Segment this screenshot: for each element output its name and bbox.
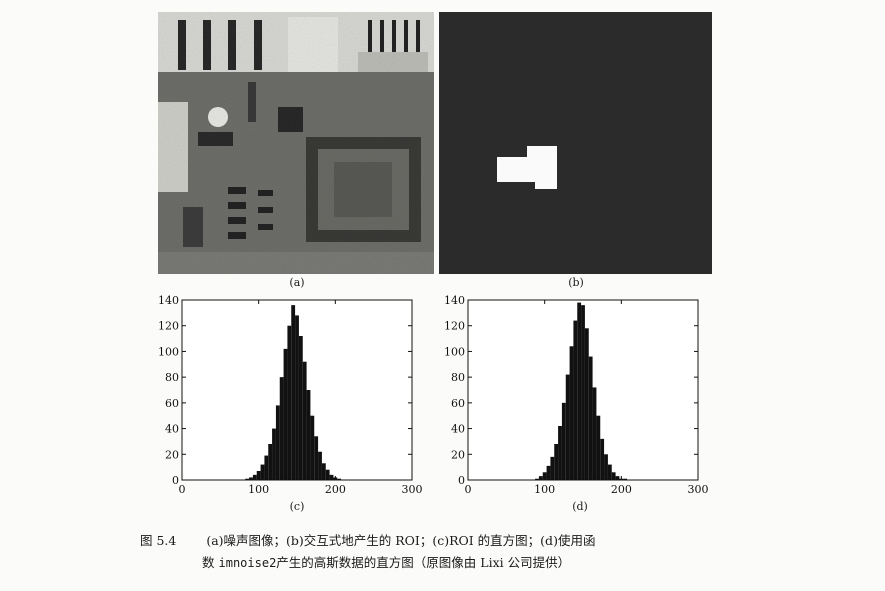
histogram-bar [272,428,276,480]
histogram-bar [565,374,570,480]
histogram-bar [604,454,608,480]
histogram-bar [268,444,273,480]
x-tick-label: 200 [611,483,632,496]
histogram-bar [535,478,539,480]
roi-mask-image [439,12,712,274]
histogram-bar [318,451,322,480]
y-tick-label: 140 [444,294,465,307]
histogram-bar [611,472,616,480]
x-tick-label: 100 [534,483,555,496]
y-tick-label: 80 [451,371,465,384]
y-tick-label: 0 [172,474,179,487]
histogram-bar [249,477,253,480]
histogram-bar [310,415,315,480]
histogram-bar [615,476,620,480]
y-tick-label: 40 [451,423,465,436]
histogram-bar [245,478,250,480]
histogram-bar [573,320,578,480]
histogram-bar [256,471,261,480]
histogram-bar [325,469,330,480]
x-tick-label: 200 [325,483,346,496]
histogram-bar [554,444,559,480]
x-tick-label: 0 [465,483,472,496]
histogram-bar [538,476,543,480]
panel-label-a: (a) [289,276,305,289]
noisy-circuit-image [158,12,434,274]
histogram-bar [558,426,562,480]
histogram-bar [306,390,311,480]
histogram-bar [329,474,334,480]
panel-label-b: (b) [568,276,584,289]
histogram-bar [561,402,566,480]
histogram-bar [302,361,307,480]
histogram-bar [314,436,319,480]
caption-line-2-prefix: 数 [202,555,215,570]
caption-line-2-suffix: 产生的高斯数据的直方图（原图像由 Lixi 公司提供） [276,555,571,570]
histogram-bar [321,463,326,480]
x-tick-label: 0 [179,483,186,496]
panel-label-c: (c) [289,500,305,513]
histogram-bar [600,438,605,480]
histogram-bar [283,348,288,480]
panel-label-d: (d) [572,500,588,513]
histogram-bar [295,315,299,480]
roi-region [497,146,557,189]
figure-caption: 图 5.4 (a)噪声图像；(b)交互式地产生的 ROI；(c)ROI 的直方图… [140,530,595,574]
histogram-bar [275,405,280,480]
histogram-bar [291,305,296,480]
histogram-bar [596,415,601,480]
histogram-bar [264,455,269,480]
caption-code: imnoise2 [218,556,277,570]
y-tick-label: 0 [458,474,465,487]
y-tick-label: 100 [158,345,179,358]
y-tick-label: 120 [158,320,179,333]
bars [245,305,342,480]
y-tick-label: 100 [444,345,465,358]
bars [535,302,628,480]
y-tick-label: 120 [444,320,465,333]
y-tick-label: 80 [165,371,179,384]
histogram-bar [260,464,265,480]
histogram-bar [623,478,628,480]
histogram-bar [546,465,551,480]
histogram-bar [337,478,342,480]
y-tick-label: 60 [451,397,465,410]
histogram-bar [298,336,303,480]
y-tick-label: 60 [165,397,179,410]
histogram-bar [592,387,597,480]
y-tick-label: 20 [165,448,179,461]
y-tick-label: 40 [165,423,179,436]
x-tick-label: 300 [402,483,423,496]
histogram-bar [287,325,292,480]
histogram-bar [607,464,612,480]
caption-line-1: (a)噪声图像；(b)交互式地产生的 ROI；(c)ROI 的直方图；(d)使用… [206,533,596,548]
histogram-bar [577,302,582,480]
figure-number: 图 5.4 [140,533,177,548]
histogram-bar [569,346,574,480]
y-tick-label: 140 [158,294,179,307]
histogram-bar [550,456,555,480]
histogram-bar [588,356,593,480]
histogram-bar [252,474,257,480]
histogram-bar [584,328,589,480]
histogram-c: 0 100 200 300 0 20 40 60 80 100 120 140 [158,294,423,496]
histogram-bar [279,377,284,480]
histogram-d: 0 100 200 300 0 20 40 60 80 100 120 140 [444,294,709,496]
y-tick-label: 20 [451,448,465,461]
histogram-bar [581,305,585,480]
x-tick-label: 300 [688,483,709,496]
x-tick-label: 100 [248,483,269,496]
